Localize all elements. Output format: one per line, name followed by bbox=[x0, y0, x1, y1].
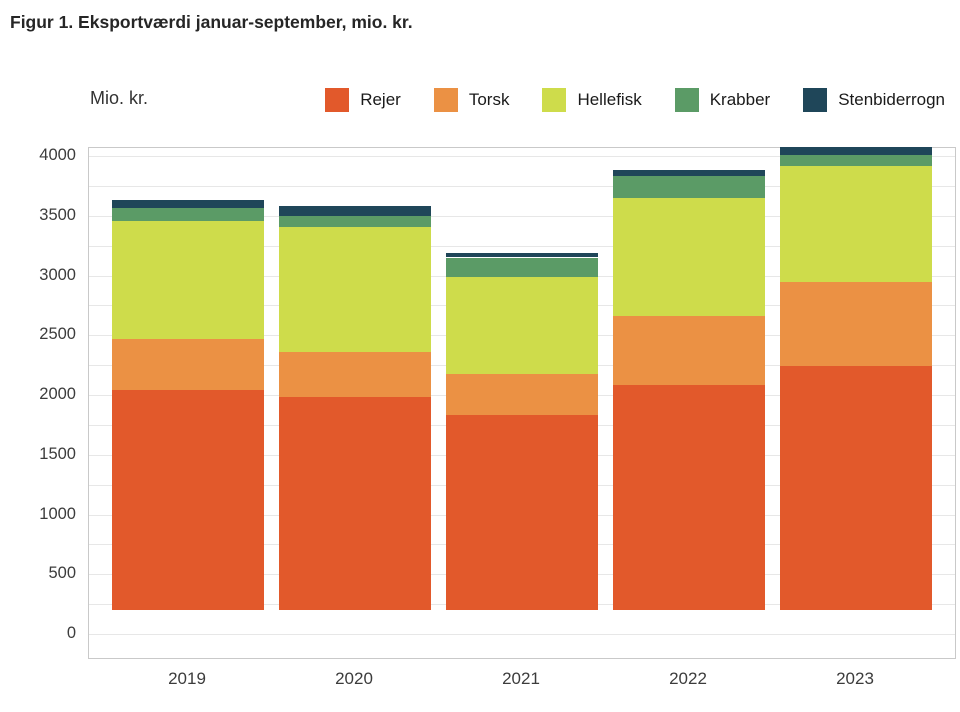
y-axis-tick-label: 2000 bbox=[39, 385, 76, 403]
bar-segment-2022-stenbiderrogn bbox=[613, 170, 765, 177]
x-axis-tick-label: 2020 bbox=[335, 669, 373, 688]
x-axis-tick-label: 2022 bbox=[669, 669, 707, 688]
bar-segment-2023-rejer bbox=[780, 366, 932, 610]
bar-segment-2023-krabber bbox=[780, 155, 932, 167]
legend: Rejer Torsk Hellefisk Krabber Stenbiderrogn bbox=[325, 88, 945, 112]
y-axis-tick-label: 1500 bbox=[39, 444, 76, 463]
gridline bbox=[89, 634, 955, 635]
bar-segment-2022-krabber bbox=[613, 176, 765, 198]
y-axis-tick-label: 500 bbox=[48, 564, 76, 583]
bar-segment-2023-torsk bbox=[780, 282, 932, 367]
gridline bbox=[89, 185, 955, 187]
legend-label: Stenbiderrogn bbox=[838, 90, 945, 109]
legend-swatch-hellefisk bbox=[542, 88, 567, 112]
bar-segment-2022-rejer bbox=[613, 384, 765, 610]
gridline bbox=[89, 156, 955, 157]
legend-label: Hellefisk bbox=[577, 90, 642, 109]
legend-item-torsk: Torsk bbox=[433, 88, 510, 112]
y-axis-unit-label: Mio. kr. bbox=[90, 88, 149, 108]
plot-area bbox=[88, 146, 956, 659]
gridline bbox=[89, 245, 955, 247]
bar-segment-2020-krabber bbox=[279, 216, 431, 228]
y-axis-tick-label: 4000 bbox=[39, 146, 76, 164]
bar-segment-2021-torsk bbox=[446, 374, 598, 415]
figure-title: Figur 1. Eksportværdi januar-september, … bbox=[10, 12, 413, 32]
bar-segment-2022-torsk bbox=[613, 316, 765, 385]
bar-segment-2019-hellefisk bbox=[112, 221, 264, 339]
legend-swatch-rejer bbox=[325, 88, 350, 112]
bar-segment-2020-stenbiderrogn bbox=[279, 206, 431, 217]
y-axis-tick-label: 0 bbox=[66, 624, 76, 642]
y-axis-tick-label: 3000 bbox=[39, 265, 76, 284]
legend-label: Krabber bbox=[709, 90, 771, 109]
y-axis-tick-label: 1000 bbox=[39, 504, 76, 523]
bar-2023 bbox=[780, 146, 932, 634]
legend-label: Torsk bbox=[468, 90, 510, 109]
gridline bbox=[89, 215, 955, 217]
legend-item-hellefisk: Hellefisk bbox=[542, 88, 642, 112]
bar-2021 bbox=[446, 148, 598, 634]
bar-segment-2019-stenbiderrogn bbox=[112, 199, 264, 208]
x-axis-tick-label: 2019 bbox=[168, 669, 206, 688]
x-axis-tick-label: 2021 bbox=[502, 669, 540, 688]
bar-segment-2021-hellefisk bbox=[446, 276, 598, 374]
bar-segment-2021-rejer bbox=[446, 414, 598, 610]
bar-segment-2023-stenbiderrogn bbox=[780, 146, 932, 156]
x-axis-tick-label: 2023 bbox=[836, 669, 874, 688]
y-axis-tick-label: 2500 bbox=[39, 325, 76, 344]
legend-swatch-torsk bbox=[433, 88, 458, 112]
bar-segment-2021-krabber bbox=[446, 257, 598, 277]
bar-segment-2023-hellefisk bbox=[780, 166, 932, 282]
bar-segment-2021-stenbiderrogn bbox=[446, 252, 598, 258]
bar-segment-2019-krabber bbox=[112, 207, 264, 222]
legend-item-krabber: Krabber bbox=[674, 88, 771, 112]
bar-segment-2020-torsk bbox=[279, 352, 431, 398]
legend-item-rejer: Rejer bbox=[325, 88, 401, 112]
bar-segment-2020-hellefisk bbox=[279, 227, 431, 353]
legend-label: Rejer bbox=[360, 90, 401, 109]
bar-segment-2019-torsk bbox=[112, 338, 264, 390]
bar-segment-2020-rejer bbox=[279, 397, 431, 610]
bar-segment-2019-rejer bbox=[112, 389, 264, 610]
bar-2019 bbox=[112, 148, 264, 634]
legend-item-stenbiderrogn: Stenbiderrogn bbox=[803, 88, 945, 112]
bar-2020 bbox=[279, 148, 431, 634]
legend-swatch-krabber bbox=[674, 88, 699, 112]
y-axis-tick-label: 3500 bbox=[39, 205, 76, 224]
bar-segment-2022-hellefisk bbox=[613, 197, 765, 317]
bar-2022 bbox=[613, 148, 765, 634]
legend-swatch-stenbiderrogn bbox=[803, 88, 828, 112]
